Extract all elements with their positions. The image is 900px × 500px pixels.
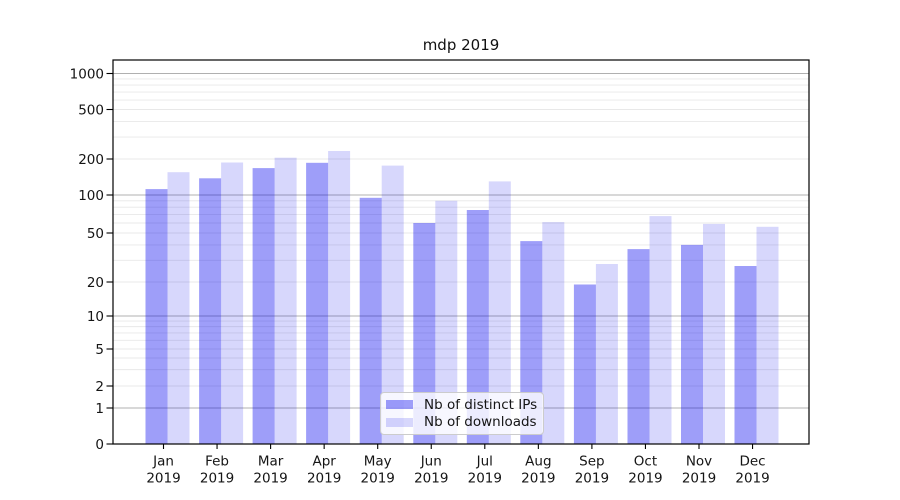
x-tick-label-jul: Jul [476, 454, 493, 470]
bar-nb-of-downloads-may [381, 165, 404, 444]
y-tick-label-5: 5 [95, 342, 104, 358]
x-tick-label-apr: Apr [312, 454, 336, 470]
x-tick-label-jan: Jan [152, 454, 174, 470]
bar-nb-of-downloads-nov [703, 223, 725, 444]
x-tick-year-oct: 2019 [628, 471, 662, 487]
y-tick-label-500: 500 [78, 102, 104, 118]
x-tick-label-sep: Sep [579, 454, 604, 470]
x-tick-year-dec: 2019 [735, 471, 769, 487]
bar-nb-of-distinct-ips-oct [627, 249, 650, 444]
y-tick-label-50: 50 [87, 226, 104, 242]
x-tick-label-may: May [364, 454, 392, 470]
bar-nb-of-downloads-jul [488, 181, 511, 444]
legend-swatch-downloads [386, 417, 413, 427]
y-tick-label-10: 10 [87, 309, 104, 325]
bar-nb-of-downloads-apr [328, 151, 351, 444]
bar-nb-of-distinct-ips-may [359, 197, 382, 444]
x-tick-year-feb: 2019 [200, 471, 234, 487]
x-tick-label-feb: Feb [205, 454, 229, 470]
y-tick-label-200: 200 [78, 152, 104, 168]
bar-nb-of-downloads-feb [221, 162, 244, 444]
legend-swatch-distinct-ips [386, 400, 413, 410]
x-tick-year-may: 2019 [361, 471, 395, 487]
x-tick-year-nov: 2019 [682, 471, 716, 487]
bar-nb-of-downloads-sep [595, 264, 618, 444]
bar-nb-of-downloads-aug [542, 222, 565, 444]
y-tick-label-1000: 1000 [70, 66, 104, 82]
legend-label-downloads: Nb of downloads [424, 414, 537, 431]
x-tick-year-sep: 2019 [575, 471, 609, 487]
chart-title: mdp 2019 [422, 36, 500, 54]
bar-nb-of-downloads-jan [167, 172, 190, 444]
plot-frame [112, 59, 810, 445]
x-tick-label-nov: Nov [686, 454, 712, 470]
x-tick-year-apr: 2019 [307, 471, 341, 487]
y-tick-label-2: 2 [95, 379, 104, 395]
bar-nb-of-distinct-ips-jul [466, 210, 489, 444]
x-tick-label-oct: Oct [634, 454, 657, 470]
bar-nb-of-downloads-mar [274, 157, 297, 444]
legend-entry-distinct-ips: Nb of distinct IPs [386, 397, 537, 413]
x-tick-year-mar: 2019 [253, 471, 287, 487]
x-tick-label-dec: Dec [739, 454, 765, 470]
bar-nb-of-distinct-ips-jun [413, 223, 436, 444]
bar-nb-of-downloads-dec [756, 226, 779, 444]
x-tick-year-jun: 2019 [414, 471, 448, 487]
x-tick-year-jul: 2019 [468, 471, 502, 487]
y-tick-label-20: 20 [87, 275, 104, 291]
bar-nb-of-distinct-ips-apr [306, 162, 329, 445]
legend-entry-downloads: Nb of downloads [386, 414, 537, 430]
bar-nb-of-distinct-ips-dec [734, 266, 757, 444]
y-tick-label-0: 0 [95, 437, 104, 453]
bar-nb-of-distinct-ips-sep [573, 284, 596, 444]
bar-nb-of-distinct-ips-jan [145, 189, 168, 444]
x-tick-label-mar: Mar [258, 454, 284, 470]
bar-nb-of-distinct-ips-feb [199, 178, 222, 445]
legend: Nb of distinct IPs Nb of downloads [380, 392, 544, 435]
x-tick-label-aug: Aug [525, 454, 551, 470]
y-tick-label-1: 1 [95, 401, 104, 417]
x-tick-label-jun: Jun [420, 454, 442, 470]
x-tick-year-jan: 2019 [146, 471, 180, 487]
bar-nb-of-downloads-jun [435, 200, 458, 444]
legend-label-distinct-ips: Nb of distinct IPs [424, 396, 538, 413]
bar-nb-of-distinct-ips-mar [252, 168, 275, 444]
y-tick-label-100: 100 [78, 188, 104, 204]
bar-nb-of-downloads-oct [649, 216, 672, 444]
bar-nb-of-distinct-ips-nov [681, 244, 703, 444]
x-tick-year-aug: 2019 [521, 471, 555, 487]
